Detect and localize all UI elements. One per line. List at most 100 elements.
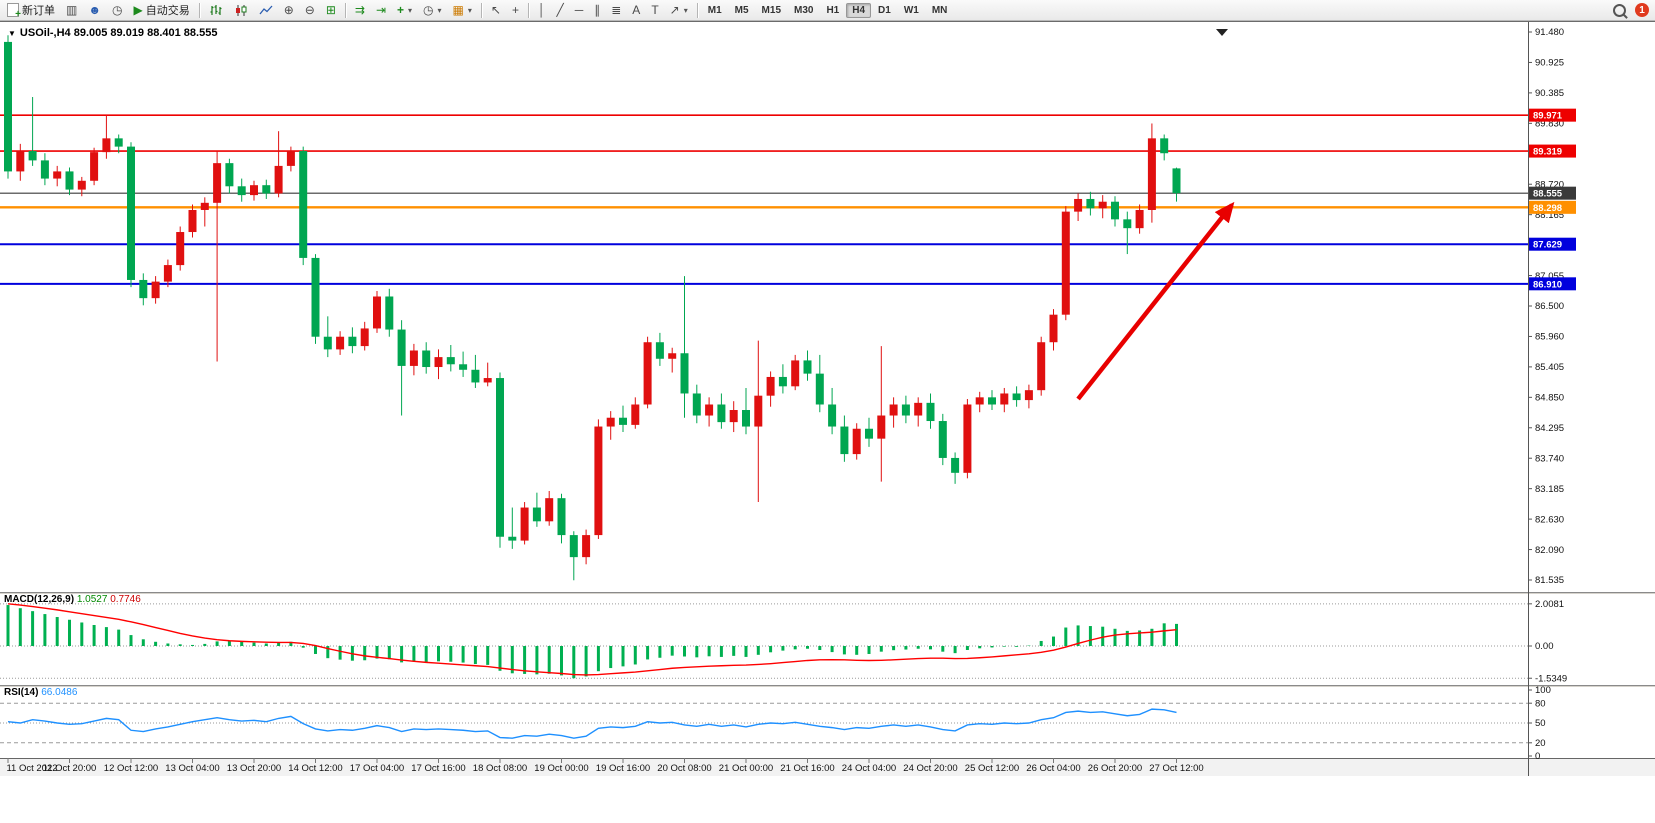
toolbar-separator bbox=[696, 2, 698, 18]
shapes-dropdown-button[interactable]: ↗ ▾ bbox=[665, 1, 693, 19]
timeframe-d1-button[interactable]: D1 bbox=[878, 4, 891, 16]
candlestick-icon bbox=[235, 4, 247, 16]
crosshair-tool-button[interactable]: + bbox=[507, 1, 524, 19]
channel-tool-button[interactable]: ∥ bbox=[589, 1, 605, 19]
text-tool-button[interactable]: A bbox=[627, 1, 645, 19]
profile-icon: ☻ bbox=[88, 3, 101, 17]
svg-text:26 Oct 04:00: 26 Oct 04:00 bbox=[1026, 763, 1080, 774]
timeframe-m1-button[interactable]: M1 bbox=[707, 4, 722, 16]
line-chart-mode-button[interactable] bbox=[254, 1, 278, 19]
macd-name: MACD(12,26,9) bbox=[4, 594, 75, 605]
chart-window: 91.48090.92590.38589.83089.27588.72088.1… bbox=[0, 21, 1655, 823]
timeframe-w1-button[interactable]: W1 bbox=[903, 4, 919, 16]
svg-text:14 Oct 12:00: 14 Oct 12:00 bbox=[288, 763, 342, 774]
new-order-button[interactable]: 新订单 bbox=[2, 1, 60, 20]
chart-background bbox=[0, 22, 1655, 823]
one-click-trading-toggle-icon[interactable]: ▼ bbox=[8, 28, 16, 38]
trendline-icon: ╱ bbox=[556, 3, 564, 17]
templates-dropdown-button[interactable]: ▦ ▾ bbox=[448, 1, 477, 19]
chart-shift-button[interactable]: ⇥ bbox=[371, 1, 391, 19]
label-tool-button[interactable]: T bbox=[646, 1, 663, 19]
candles-layer bbox=[4, 35, 1181, 581]
open-chart-button[interactable]: ▥ bbox=[61, 1, 82, 19]
symbol-ohlc-title: USOil-,H4 89.005 89.019 88.401 88.555 bbox=[19, 27, 218, 39]
chevron-down-icon: ▾ bbox=[467, 5, 472, 15]
svg-text:13 Oct 20:00: 13 Oct 20:00 bbox=[227, 763, 281, 774]
zoom-out-button[interactable]: ⊖ bbox=[300, 1, 320, 19]
toolbar-separator bbox=[344, 2, 346, 18]
fibonacci-tool-button[interactable]: ≣ bbox=[606, 1, 626, 19]
autotrading-button[interactable]: ▶ 自动交易 bbox=[128, 1, 194, 19]
price-axis: 91.48090.92590.38589.83089.27588.72088.1… bbox=[1528, 27, 1576, 762]
cursor-icon: ↖ bbox=[490, 3, 501, 17]
svg-text:0.00: 0.00 bbox=[1535, 641, 1554, 652]
market-watch-button[interactable]: ☻ bbox=[83, 1, 106, 19]
timeframe-m30-button[interactable]: M30 bbox=[794, 4, 814, 16]
clock-icon: ◷ bbox=[111, 3, 123, 17]
timeframe-h1-button[interactable]: H1 bbox=[826, 4, 840, 16]
svg-text:83.740: 83.740 bbox=[1535, 453, 1564, 464]
tile-windows-button[interactable]: ⊞ bbox=[321, 1, 341, 19]
svg-text:27 Oct 12:00: 27 Oct 12:00 bbox=[1149, 763, 1203, 774]
period-clock-icon: ◷ bbox=[423, 3, 434, 17]
horizontal-levels[interactable] bbox=[0, 114, 1528, 285]
svg-text:91.480: 91.480 bbox=[1535, 27, 1564, 38]
zoom-in-button[interactable]: ⊕ bbox=[279, 1, 299, 19]
timeframe-mn-button[interactable]: MN bbox=[931, 4, 948, 16]
svg-text:24 Oct 20:00: 24 Oct 20:00 bbox=[903, 763, 957, 774]
timeframe-h4-button[interactable]: H4 bbox=[846, 2, 872, 18]
svg-text:83.185: 83.185 bbox=[1535, 484, 1564, 495]
timeframe-m5-button[interactable]: M5 bbox=[734, 4, 749, 16]
indicators-dropdown-button[interactable]: + ▾ bbox=[392, 1, 417, 19]
svg-text:86.910: 86.910 bbox=[1533, 279, 1562, 290]
search-icon[interactable] bbox=[1613, 3, 1626, 17]
crosshair-icon: + bbox=[511, 3, 519, 17]
svg-text:88.555: 88.555 bbox=[1533, 189, 1563, 200]
label-icon: T bbox=[651, 3, 659, 17]
svg-text:86.500: 86.500 bbox=[1535, 301, 1564, 312]
horizontal-line-icon: ─ bbox=[574, 3, 584, 17]
svg-text:20: 20 bbox=[1535, 738, 1546, 749]
svg-text:2.0081: 2.0081 bbox=[1535, 599, 1564, 610]
svg-text:17 Oct 04:00: 17 Oct 04:00 bbox=[350, 763, 404, 774]
svg-text:18 Oct 08:00: 18 Oct 08:00 bbox=[473, 763, 527, 774]
svg-text:90.925: 90.925 bbox=[1535, 58, 1564, 69]
svg-text:89.319: 89.319 bbox=[1533, 147, 1562, 158]
history-center-button[interactable]: ◷ bbox=[107, 1, 127, 19]
trend-arrow-annotation[interactable] bbox=[1076, 201, 1235, 401]
vertical-line-tool-button[interactable]: │ bbox=[533, 1, 551, 19]
svg-text:26 Oct 20:00: 26 Oct 20:00 bbox=[1088, 763, 1142, 774]
channel-icon: ∥ bbox=[594, 3, 601, 17]
trendline-tool-button[interactable]: ╱ bbox=[551, 1, 568, 19]
notification-badge[interactable]: 1 bbox=[1635, 3, 1649, 17]
svg-text:20 Oct 08:00: 20 Oct 08:00 bbox=[657, 763, 711, 774]
svg-text:19 Oct 16:00: 19 Oct 16:00 bbox=[596, 763, 650, 774]
panel-divider[interactable] bbox=[0, 685, 1655, 688]
bar-chart-mode-button[interactable] bbox=[204, 1, 228, 19]
chart-canvas[interactable]: 91.48090.92590.38589.83089.27588.72088.1… bbox=[0, 22, 1655, 823]
svg-text:0: 0 bbox=[1535, 751, 1540, 762]
panel-divider[interactable] bbox=[0, 592, 1655, 595]
macd-signal-value: 0.7746 bbox=[110, 594, 141, 605]
arrow-shape-icon: ↗ bbox=[669, 3, 680, 17]
horizontal-line-tool-button[interactable]: ─ bbox=[570, 1, 589, 19]
svg-text:88.165: 88.165 bbox=[1535, 210, 1564, 221]
macd-signal-line bbox=[7, 603, 1177, 676]
rsi-panel bbox=[0, 702, 1528, 744]
cursor-tool-button[interactable]: ↖ bbox=[486, 1, 506, 19]
chart-shift-marker[interactable] bbox=[1216, 29, 1228, 36]
main-toolbar: 新订单 ▥ ☻ ◷ ▶ 自动交易 ⊕ ⊖ ⊞ ⇉ ⇥ +▾ ◷▾ ▦▾ ↖ + … bbox=[0, 0, 1655, 21]
svg-text:24 Oct 04:00: 24 Oct 04:00 bbox=[842, 763, 896, 774]
periods-dropdown-button[interactable]: ◷ ▾ bbox=[418, 1, 447, 19]
time-axis-strip bbox=[0, 758, 1655, 776]
svg-text:11 Oct 2022: 11 Oct 2022 bbox=[6, 763, 57, 774]
chevron-down-icon: ▾ bbox=[437, 5, 442, 15]
svg-text:21 Oct 00:00: 21 Oct 00:00 bbox=[719, 763, 773, 774]
auto-scroll-button[interactable]: ⇉ bbox=[350, 1, 370, 19]
auto-scroll-icon: ⇉ bbox=[354, 3, 365, 17]
rsi-value: 66.0486 bbox=[41, 687, 78, 698]
svg-text:84.295: 84.295 bbox=[1535, 423, 1564, 434]
timeframe-m15-button[interactable]: M15 bbox=[761, 4, 781, 16]
candlestick-mode-button[interactable] bbox=[229, 1, 253, 19]
price-level-tag bbox=[1529, 186, 1576, 200]
